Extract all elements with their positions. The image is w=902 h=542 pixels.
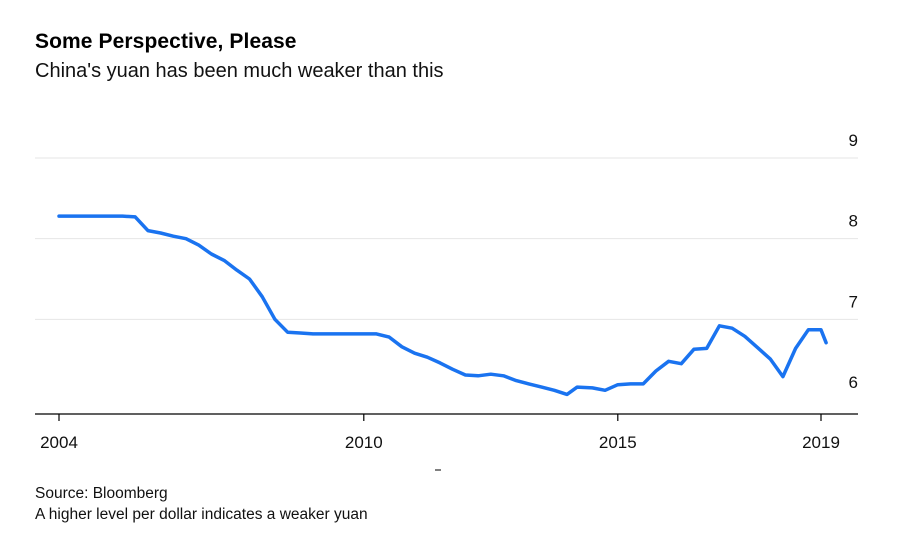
series-lines [57, 214, 828, 397]
footnote: A higher level per dollar indicates a we… [35, 506, 368, 523]
y-tick-label: 9 [849, 131, 858, 150]
gridlines [35, 157, 858, 320]
x-axis: 2004 2010 2015 2019 [35, 413, 858, 452]
chart-title: Some Perspective, Please [35, 30, 297, 53]
y-tick-label: 8 [849, 212, 858, 231]
x-tick-label: 2019 [802, 433, 840, 452]
y-axis-ticks: 6 7 8 9 [849, 131, 858, 392]
series-line [57, 214, 828, 397]
x-tick-label: 2015 [599, 433, 637, 452]
chart-subtitle: China's yuan has been much weaker than t… [35, 60, 444, 82]
x-tick-label: 2010 [345, 433, 383, 452]
y-tick-label: 7 [849, 292, 858, 311]
source-note: Source: Bloomberg [35, 485, 168, 502]
y-tick-label: 6 [849, 373, 858, 392]
x-tick-label: 2004 [40, 433, 78, 452]
